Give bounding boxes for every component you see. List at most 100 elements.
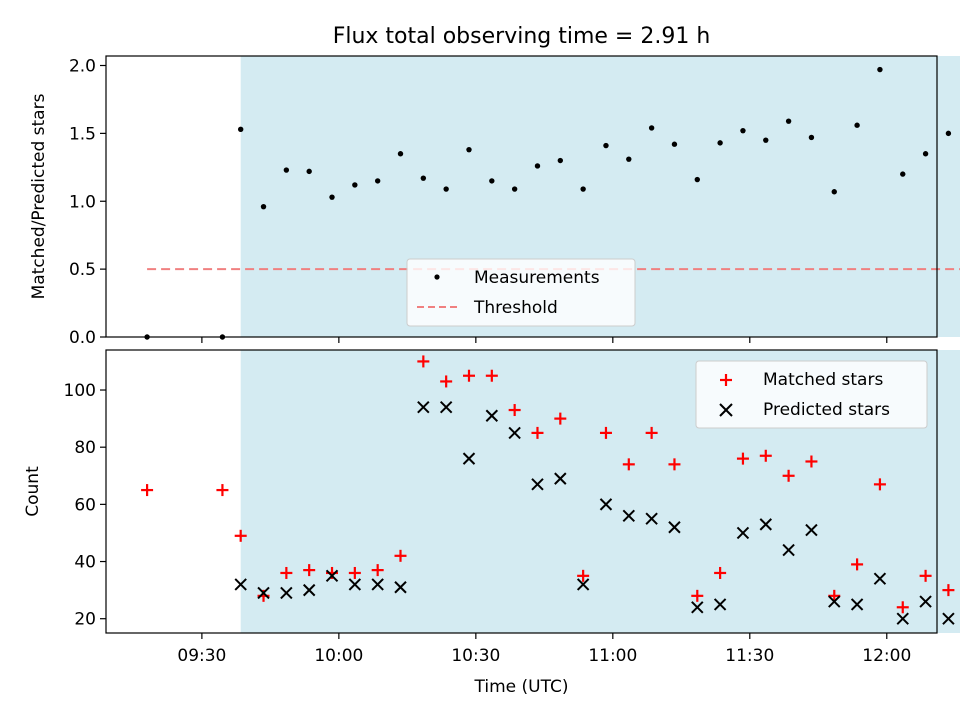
matched-star-point — [736, 452, 749, 465]
measurement-point — [945, 130, 952, 137]
matched-star-point — [759, 449, 772, 462]
matched-star-point — [280, 566, 293, 579]
predicted-star-point — [873, 572, 887, 585]
matched-star-point — [554, 412, 567, 425]
predicted-star-point — [668, 521, 681, 534]
measurement-point — [306, 168, 312, 175]
y-tick-label: 2.0 — [69, 57, 96, 77]
predicted-star-point — [508, 426, 521, 440]
top-y-axis-label: Matched/Predicted stars — [29, 93, 49, 299]
predicted-star-point — [828, 595, 841, 608]
top-legend: Measurements Threshold — [406, 258, 636, 327]
predicted-star-point — [348, 578, 362, 591]
predicted-star-point — [234, 578, 247, 591]
predicted-star-point — [576, 578, 590, 591]
measurement-point — [397, 151, 404, 157]
bottom-legend-box — [695, 360, 928, 429]
measurement-point — [900, 171, 906, 177]
bottom-legend: Matched stars Predicted stars — [695, 360, 928, 429]
predicted-star-point — [257, 586, 270, 600]
measurement-point — [374, 178, 381, 184]
matched-star-point — [896, 601, 909, 614]
matched-star-point — [141, 484, 154, 497]
predicted-star-point — [850, 598, 864, 611]
measurement-point — [763, 137, 769, 143]
matched-star-point — [394, 549, 407, 562]
predicted-star-point — [919, 595, 932, 608]
matched-star-point — [828, 589, 841, 602]
predicted-star-point — [713, 598, 727, 611]
y-tick-label: 1.0 — [69, 192, 96, 212]
matched-star-point — [645, 426, 658, 439]
top-legend-box — [406, 258, 636, 327]
x-tick-label: 10:30 — [451, 646, 500, 666]
matched-star-point — [691, 589, 704, 602]
matched-star-point — [851, 558, 864, 571]
predicted-star-point — [896, 612, 909, 625]
matched-star-point — [668, 458, 681, 471]
measurement-point — [237, 126, 244, 133]
matched-star-point — [440, 375, 453, 388]
matched-star-point — [508, 404, 521, 417]
predicted-star-point — [371, 578, 384, 591]
measurement-point — [671, 141, 678, 147]
measurement-point — [489, 178, 495, 184]
matched-star-point — [805, 455, 818, 468]
y-tick-label: 100 — [64, 381, 96, 401]
measurement-point — [557, 157, 564, 164]
predicted-star-point — [280, 586, 293, 600]
x-tick-label: 11:30 — [725, 646, 774, 666]
measurement-point — [260, 203, 267, 210]
legend-matched-marker — [720, 374, 732, 386]
measurement-point — [420, 175, 427, 181]
measurement-point — [329, 194, 335, 200]
top-y-ticks: 0.0 0.5 1.0 1.5 2.0 — [69, 57, 106, 348]
matched-star-point — [942, 584, 955, 597]
measurement-point — [511, 186, 518, 192]
predicted-star-point — [417, 400, 430, 414]
top-panel: 0.00.51.01.52.0 Matched/Predicted stars … — [29, 55, 960, 348]
y-tick-label: 40 — [74, 553, 96, 573]
measurement-point — [580, 186, 586, 192]
measurement-point — [283, 167, 290, 173]
predicted-star-point — [554, 472, 567, 485]
legend-threshold-label: Threshold — [473, 298, 558, 318]
legend-predicted-marker — [719, 403, 733, 417]
matched-star-point — [462, 369, 475, 382]
predicted-star-point — [302, 583, 316, 597]
measurement-point — [808, 134, 815, 141]
chart-title: Flux total observing time = 2.91 h — [333, 24, 711, 49]
top-axes-frame — [105, 55, 938, 338]
matched-star-point — [782, 469, 795, 482]
bottom-y-ticks: 20 40 60 80 100 — [64, 381, 106, 630]
matched-star-point — [531, 426, 544, 439]
measurement-point — [717, 140, 723, 146]
measurement-point — [740, 127, 746, 134]
measurement-point — [466, 146, 472, 153]
x-tick-label: 11:00 — [588, 646, 637, 666]
measurement-point — [877, 66, 883, 73]
predicted-star-point — [325, 569, 339, 583]
matched-star-point — [577, 569, 590, 582]
matched-star-point — [303, 564, 316, 577]
measurement-point — [648, 125, 655, 131]
predicted-star-point — [439, 400, 453, 414]
bottom-y-axis-label: Count — [23, 466, 43, 517]
measurement-point — [785, 118, 792, 124]
measurement-point — [626, 156, 632, 162]
predicted-star-point — [645, 512, 658, 525]
bottom-panel: 20 40 60 80 100 09:30 10:00 10:30 11:00 11:30 12:… — [23, 349, 960, 697]
x-tick-label: 09:30 — [177, 646, 226, 666]
x-axis-label: Time (UTC) — [474, 677, 569, 697]
predicted-star-point — [394, 581, 407, 594]
y-tick-label: 60 — [74, 495, 96, 515]
measurement-point — [922, 151, 929, 157]
matched-star-point — [919, 569, 932, 582]
y-tick-label: 80 — [74, 438, 96, 458]
predicted-star-point — [782, 543, 795, 557]
y-tick-label: 20 — [74, 610, 96, 630]
x-tick-label: 10:00 — [314, 646, 363, 666]
